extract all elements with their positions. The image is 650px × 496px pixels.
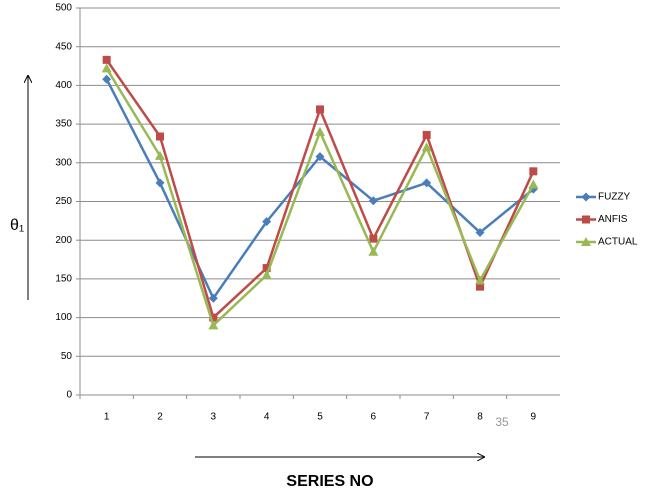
y-tick-label: 150 xyxy=(55,274,72,285)
x-tick-label: 6 xyxy=(371,412,377,423)
y-tick-label: 200 xyxy=(55,235,72,246)
legend-marker xyxy=(582,215,590,224)
point xyxy=(102,55,111,64)
point xyxy=(475,275,485,285)
y-axis-label: θ₁ xyxy=(10,217,24,234)
y-tick-label: 300 xyxy=(55,157,72,168)
x-tick-label: 4 xyxy=(264,412,270,423)
point xyxy=(102,74,112,84)
x-tick-label: 3 xyxy=(211,412,217,423)
y-tick-label: 400 xyxy=(55,80,72,91)
point xyxy=(422,178,432,188)
y-tick-label: 250 xyxy=(55,196,72,207)
x-tick-label: 1 xyxy=(104,412,110,423)
point xyxy=(316,105,324,114)
point xyxy=(476,282,484,291)
point xyxy=(155,150,165,160)
point xyxy=(368,196,378,206)
point xyxy=(262,217,272,227)
x-tick-label: 5 xyxy=(317,412,323,423)
x-tick-label: 2 xyxy=(157,412,163,423)
y-tick-label: 450 xyxy=(55,41,72,52)
point xyxy=(528,179,539,189)
point xyxy=(208,320,219,330)
y-tick-label: 500 xyxy=(55,3,72,14)
x-tick-label: 7 xyxy=(424,412,430,423)
legend-label: ANFIS xyxy=(598,214,628,225)
point xyxy=(421,142,432,152)
point xyxy=(155,178,165,188)
legend-marker xyxy=(581,192,591,202)
point xyxy=(315,126,325,136)
y-tick-label: 50 xyxy=(61,351,73,362)
x-axis-label: SERIES NO xyxy=(286,473,373,490)
point xyxy=(475,227,485,237)
point xyxy=(529,167,538,176)
point xyxy=(315,152,325,162)
point xyxy=(261,270,272,280)
annotation: 35 xyxy=(495,415,509,429)
legend-marker xyxy=(581,237,591,246)
y-tick-label: 100 xyxy=(55,312,72,323)
point xyxy=(208,293,218,303)
point xyxy=(156,132,164,141)
y-tick-label: 0 xyxy=(66,390,72,401)
point xyxy=(368,246,379,256)
x-tick-label: 9 xyxy=(531,412,537,423)
point xyxy=(422,130,431,139)
y-tick-label: 350 xyxy=(55,119,72,130)
legend-label: FUZZY xyxy=(598,192,631,203)
legend-label: ACTUAL xyxy=(598,237,638,248)
point xyxy=(369,234,378,243)
x-tick-label: 8 xyxy=(477,412,483,423)
point xyxy=(101,63,112,73)
